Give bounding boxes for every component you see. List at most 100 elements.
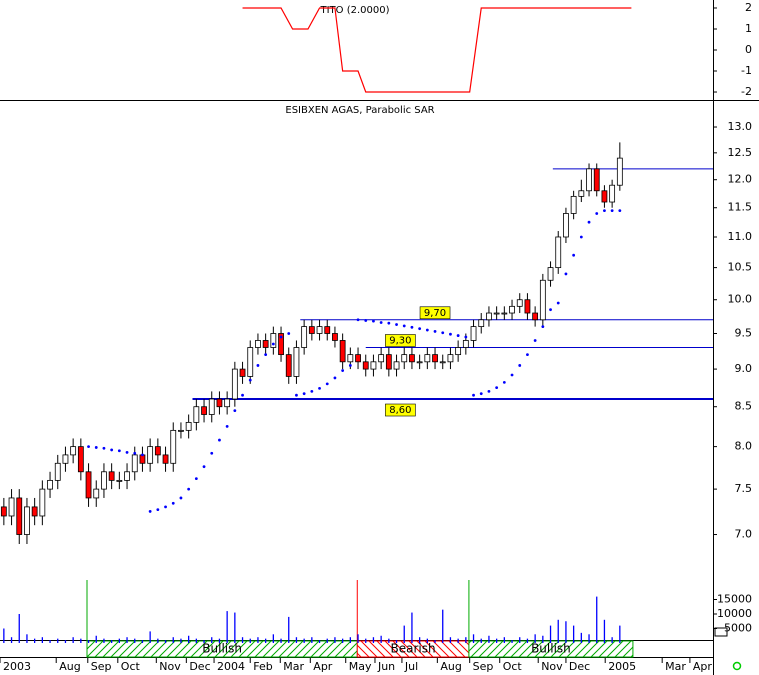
candle-body: [124, 471, 130, 481]
sar-dot: [518, 364, 522, 367]
sar-dot: [248, 378, 252, 382]
sar-dot: [171, 501, 175, 505]
sar-dot: [572, 253, 576, 257]
candle-body: [178, 429, 184, 432]
level-label: 9,30: [389, 336, 411, 347]
sar-dot: [456, 334, 460, 337]
x-tick-label: Oct: [503, 660, 523, 673]
candle-body: [401, 354, 408, 363]
sar-dot: [356, 318, 360, 322]
sar-dot: [395, 323, 398, 326]
chart-title: ESIBXEN AGAS, Parabolic SAR: [285, 105, 434, 116]
sar-dot: [94, 446, 98, 449]
candle-body: [462, 340, 469, 348]
candle-body: [609, 184, 616, 203]
candle-body: [193, 406, 200, 423]
legend-box: [714, 627, 728, 637]
volume-tick-label: 10000: [717, 607, 752, 620]
x-tick-label: Nov: [159, 660, 181, 673]
x-tick-label: Apr: [693, 660, 713, 673]
x-tick-label: Sep: [91, 660, 112, 673]
sar-dot: [264, 353, 268, 357]
candle-body: [208, 398, 215, 415]
sar-dot: [333, 376, 337, 380]
sar-dot: [310, 390, 314, 393]
candle-body: [54, 462, 61, 481]
y-tick-label: 11.5: [728, 201, 753, 214]
sar-dot: [156, 508, 160, 512]
sar-dot: [210, 451, 214, 455]
candle-body: [516, 299, 523, 307]
sar-dot: [341, 369, 345, 372]
candle-body: [570, 195, 577, 214]
volume-tick-label: 15000: [717, 593, 752, 606]
level-label-box: [385, 334, 416, 347]
candle-body: [370, 361, 377, 370]
candle-body: [355, 354, 361, 363]
sar-dot: [110, 448, 114, 452]
level-label-box: [419, 306, 451, 320]
sar-dot: [595, 212, 599, 215]
volume-tick-label: 5000: [724, 622, 752, 635]
candle-body: [486, 312, 492, 321]
x-tick-label: Jun: [377, 660, 395, 673]
candle-body: [332, 333, 338, 341]
candle-body: [393, 361, 400, 370]
sar-dot: [348, 364, 352, 367]
sar-dot: [502, 380, 506, 384]
candle-body: [255, 340, 261, 348]
candle-body: [493, 312, 500, 315]
sar-dot: [402, 324, 406, 328]
sar-dot: [125, 451, 129, 454]
sar-dot: [325, 382, 329, 386]
x-tick-label: Mar: [665, 660, 686, 673]
candle-body: [616, 157, 623, 186]
candle-body: [547, 267, 554, 281]
candle-body: [154, 446, 161, 456]
sar-dot: [148, 510, 152, 513]
sar-dot: [449, 332, 452, 336]
candle-body: [447, 354, 454, 363]
candle-body: [439, 361, 446, 364]
y-tick-label: 12.5: [728, 146, 753, 159]
sar-dot: [610, 209, 614, 212]
candle-body: [147, 446, 154, 464]
sar-dot: [256, 364, 260, 367]
x-tick-label: Feb: [253, 660, 272, 673]
sar-dot: [379, 321, 383, 324]
sar-dot: [510, 373, 514, 377]
sar-dot: [464, 335, 468, 339]
candle-body: [563, 213, 569, 238]
x-tick-label: Mar: [283, 660, 304, 673]
y-tick-label: 7.5: [735, 482, 753, 495]
sar-dot: [387, 321, 391, 325]
candle-body: [285, 354, 292, 377]
candle-body: [532, 312, 539, 321]
candle-body: [108, 471, 115, 481]
candle-body: [262, 340, 269, 348]
candle-body: [339, 340, 346, 363]
x-tick-label: Dec: [569, 660, 590, 673]
x-tick-label: Aug: [440, 660, 461, 673]
x-tick-label: Nov: [541, 660, 563, 673]
candle-body: [524, 299, 531, 314]
sar-dot: [549, 308, 552, 312]
candle-body: [509, 305, 515, 314]
y-tick-label: 9.0: [735, 362, 753, 375]
sar-dot: [441, 331, 445, 335]
candle-body: [70, 446, 77, 456]
x-tick-label: Apr: [313, 660, 333, 673]
sar-dot: [302, 392, 306, 396]
candle-body: [170, 429, 177, 464]
region-label: Bearish: [391, 642, 436, 656]
sar-dot: [526, 353, 529, 357]
candle-body: [116, 479, 123, 482]
region-label: Bullish: [202, 642, 242, 656]
sar-dot: [533, 339, 537, 342]
candle-body: [31, 506, 38, 517]
sar-dot: [233, 409, 237, 413]
candle-body: [278, 333, 284, 356]
indicator-title: TITO (2.0000): [319, 5, 389, 16]
x-tick-label: May: [349, 660, 372, 673]
